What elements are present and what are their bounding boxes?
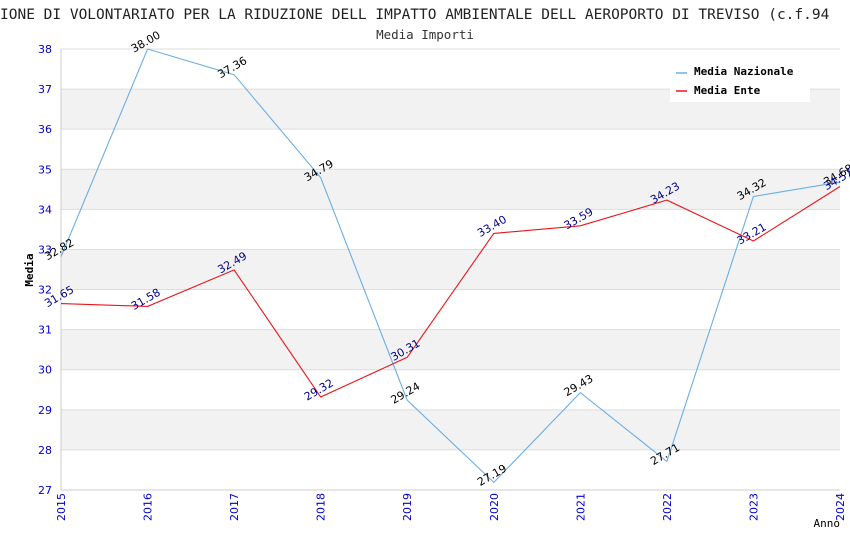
x-axis-label: Anno (814, 517, 841, 530)
x-tick-label: 2021 (574, 493, 587, 521)
chart-subtitle: Media Importi (376, 27, 474, 42)
data-label-media-ente: 29.32 (302, 376, 336, 403)
grid-bands (61, 89, 840, 450)
chart-title: IONE DI VOLONTARIATO PER LA RIDUZIONE DE… (0, 7, 830, 23)
y-tick-label: 37 (38, 83, 52, 96)
y-axis-label: Media (23, 253, 36, 286)
series-line-media-nazionale (60, 48, 841, 484)
grid-band (61, 409, 840, 450)
y-tick-label: 32 (38, 284, 52, 297)
y-tick-label: 28 (38, 444, 52, 457)
y-tick-label: 35 (38, 163, 52, 176)
y-axis-ticks: 27 28 29 30 31 32 33 34 35 36 37 38 (38, 43, 52, 497)
y-tick-label: 33 (38, 243, 52, 256)
x-tick-label: 2018 (315, 493, 328, 521)
y-tick-label: 31 (38, 324, 52, 337)
x-axis-ticks: 2015 2016 2017 2018 2019 2020 2021 2022 2023 2024 (55, 493, 847, 521)
data-label-media-nazionale: 37.36 (215, 54, 249, 81)
x-tick-label: 2015 (55, 493, 68, 521)
legend-label-media-ente: Media Ente (694, 84, 761, 97)
x-tick-label: 2020 (488, 493, 501, 521)
x-tick-label: 2019 (401, 493, 414, 521)
y-tick-label: 29 (38, 404, 52, 417)
x-tick-label: 2023 (747, 493, 760, 521)
legend: Media Nazionale Media Ente (670, 60, 810, 102)
series-layer (60, 48, 841, 484)
data-label-media-nazionale: 27.19 (475, 462, 509, 489)
x-tick-label: 2017 (228, 493, 241, 521)
y-tick-label: 38 (38, 43, 52, 56)
legend-label-media-nazionale: Media Nazionale (694, 65, 794, 78)
y-tick-label: 30 (38, 364, 52, 377)
data-label-media-ente: 33.21 (735, 221, 769, 248)
y-tick-label: 34 (38, 203, 52, 216)
x-tick-label: 2016 (142, 493, 155, 521)
x-tick-label: 2022 (661, 493, 674, 521)
data-label-media-nazionale: 29.24 (389, 380, 423, 407)
x-tick-label: 2024 (834, 493, 847, 521)
grid-band (61, 249, 840, 290)
y-tick-label: 36 (38, 123, 52, 136)
y-tick-label: 27 (38, 484, 52, 497)
legend-box (670, 60, 810, 102)
series-line-media-ente (60, 186, 841, 398)
grid-band (61, 169, 840, 210)
grid-band (61, 329, 840, 370)
